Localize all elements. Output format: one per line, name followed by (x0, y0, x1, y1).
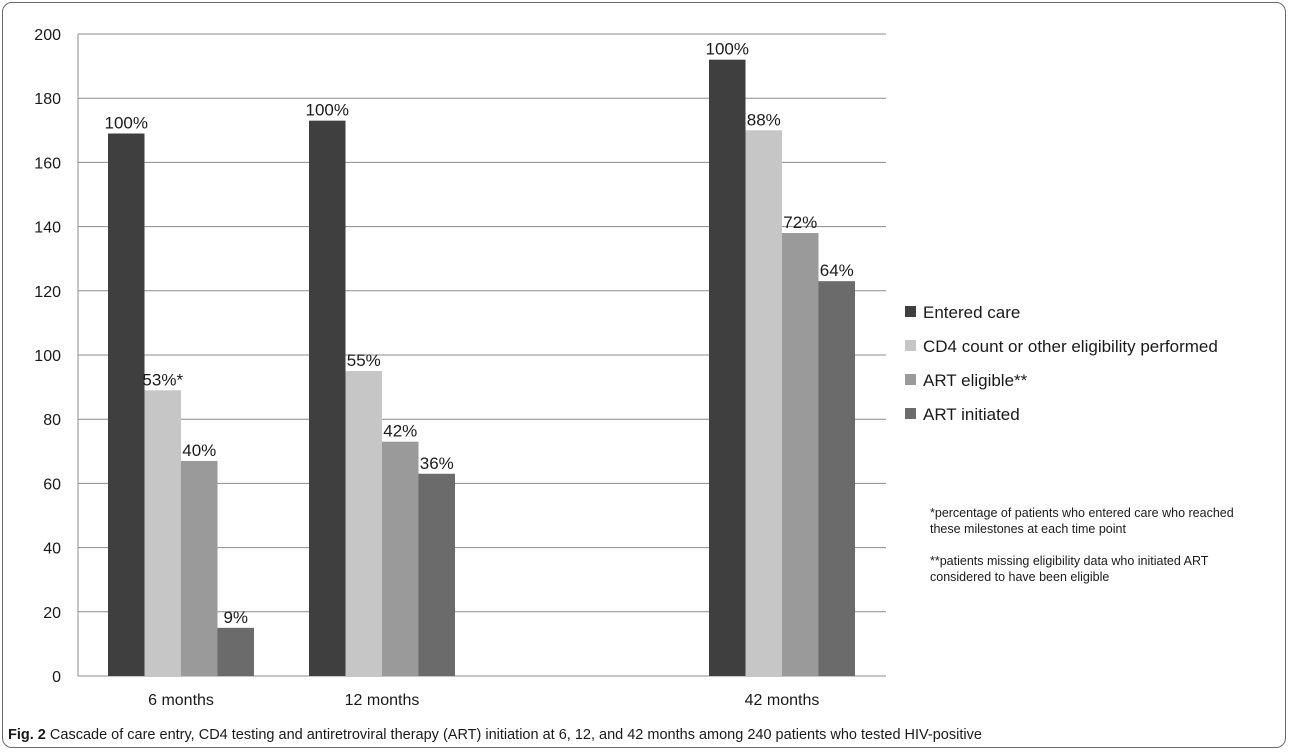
data-label: 42% (383, 422, 417, 441)
y-tick-label: 60 (43, 476, 61, 493)
y-tick-label: 0 (52, 669, 61, 686)
bar (382, 441, 419, 676)
bar (782, 233, 819, 676)
bar (309, 120, 346, 677)
caption-label: Fig. 2 (8, 727, 46, 743)
bar (745, 130, 782, 677)
y-tick-label: 140 (34, 220, 61, 237)
data-label: 55% (347, 351, 381, 370)
data-label: 100% (105, 114, 148, 133)
data-labels: 100% 100% 100% 53%* 55% 88% 40% 42% 72% 9% 36% 64% (105, 40, 854, 627)
y-tick-label: 20 (43, 605, 61, 622)
legend-label: CD4 count or other eligibility performed (923, 337, 1218, 356)
data-label: 53%* (142, 370, 183, 389)
bar (709, 59, 746, 677)
legend-label: ART eligible** (923, 371, 1028, 390)
bar-chart: 0 20 40 60 80 100 120 140 160 180 200 6 months 12 mo… (34, 27, 1218, 709)
y-tick-label: 200 (34, 27, 61, 44)
legend-swatch (905, 340, 916, 351)
legend-swatch (905, 306, 916, 317)
x-tick-label: 12 months (345, 692, 420, 709)
legend-swatch (905, 374, 916, 385)
bar (818, 281, 855, 676)
legend-label: Entered care (923, 303, 1020, 322)
y-tick-label: 160 (34, 155, 61, 172)
data-label: 9% (223, 608, 248, 627)
data-label: 88% (747, 110, 781, 129)
footnote-percentage: *percentage of patients who entered care… (930, 506, 1234, 536)
bar (144, 390, 181, 676)
bar (418, 473, 455, 676)
bars (108, 59, 855, 677)
data-label: 100% (706, 40, 749, 59)
caption-text: Cascade of care entry, CD4 testing and a… (45, 727, 982, 743)
y-tick-label: 100 (34, 348, 61, 365)
y-tick-label: 120 (34, 284, 61, 301)
figure-caption: Fig. 2 Cascade of care entry, CD4 testin… (8, 727, 1286, 743)
x-tick-label: 6 months (148, 692, 214, 709)
bar (108, 133, 145, 676)
data-label: 36% (420, 454, 454, 473)
legend-swatch (905, 408, 916, 419)
bar (181, 460, 218, 676)
y-tick-label: 180 (34, 91, 61, 108)
data-label: 100% (306, 101, 349, 120)
x-tick-label: 42 months (745, 692, 820, 709)
data-label: 72% (783, 213, 817, 232)
data-label: 64% (820, 261, 854, 280)
legend-label: ART initiated (923, 405, 1020, 424)
legend: Entered care CD4 count or other eligibili… (905, 303, 1218, 424)
bar (217, 627, 254, 676)
y-tick-label: 80 (43, 412, 61, 429)
footnote-eligibility: **patients missing eligibility data who … (930, 554, 1209, 584)
y-tick-label: 40 (43, 541, 61, 558)
data-label: 40% (182, 441, 216, 460)
bar (345, 371, 382, 676)
